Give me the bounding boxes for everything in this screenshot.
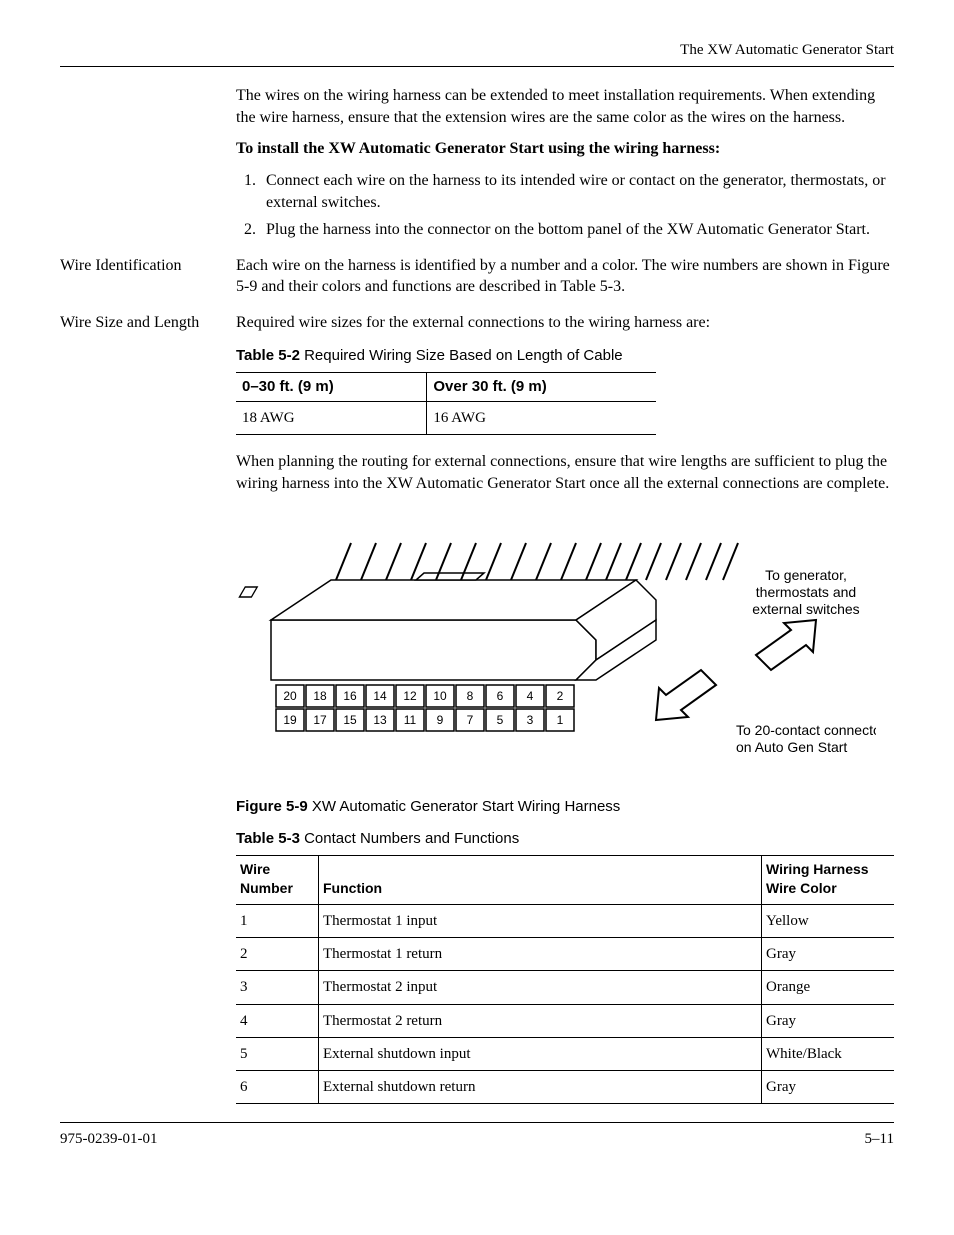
table-cell: Thermostat 2 input	[319, 971, 762, 1004]
step-2: Plug the harness into the connector on t…	[260, 219, 894, 241]
t53-h1: Function	[319, 856, 762, 905]
table-cell: 3	[236, 971, 319, 1004]
table-cell: 1	[236, 904, 319, 937]
svg-text:17: 17	[313, 713, 327, 727]
table-cell: Thermostat 1 return	[319, 938, 762, 971]
wire-id-text: Each wire on the harness is identified b…	[236, 255, 894, 298]
svg-text:4: 4	[527, 689, 534, 703]
page-footer: 975-0239-01-01 5–11	[60, 1122, 894, 1149]
svg-text:13: 13	[373, 713, 387, 727]
svg-text:6: 6	[497, 689, 504, 703]
table-row: 6External shutdown returnGray	[236, 1071, 894, 1104]
table-5-2-caption: Table 5-2 Required Wiring Size Based on …	[236, 346, 894, 366]
figure-5-9-title: XW Automatic Generator Start Wiring Harn…	[312, 798, 620, 815]
table-row: 3Thermostat 2 inputOrange	[236, 971, 894, 1004]
fig-label-b2: on Auto Gen Start	[736, 739, 847, 755]
svg-text:10: 10	[433, 689, 447, 703]
wire-size-text: Required wire sizes for the external con…	[236, 312, 894, 334]
table-cell: Gray	[762, 938, 895, 971]
table-5-3-title: Contact Numbers and Functions	[304, 830, 519, 847]
svg-text:9: 9	[437, 713, 444, 727]
table-cell: Gray	[762, 1071, 895, 1104]
table-cell: 5	[236, 1037, 319, 1070]
t53-h0: Wire Number	[236, 856, 319, 905]
table-row: 1Thermostat 1 inputYellow	[236, 904, 894, 937]
wire-size-label: Wire Size and Length	[60, 312, 236, 334]
svg-text:7: 7	[467, 713, 474, 727]
table-cell: External shutdown return	[319, 1071, 762, 1104]
intro-paragraph: The wires on the wiring harness can be e…	[236, 85, 894, 128]
fig-label-r3: external switches	[752, 601, 859, 617]
t52-c1: 16 AWG	[427, 402, 656, 435]
fig-label-r2: thermostats and	[756, 584, 856, 600]
footer-left: 975-0239-01-01	[60, 1129, 158, 1149]
install-heading: To install the XW Automatic Generator St…	[236, 138, 894, 160]
svg-text:1: 1	[557, 713, 564, 727]
fig-label-b1: To 20-contact connector	[736, 722, 876, 738]
footer-right: 5–11	[865, 1129, 894, 1149]
fig-label-r1: To generator,	[765, 567, 847, 583]
svg-text:19: 19	[283, 713, 297, 727]
routing-paragraph: When planning the routing for external c…	[236, 451, 894, 494]
svg-text:20: 20	[283, 689, 297, 703]
figure-5-9-number: Figure 5-9	[236, 798, 308, 815]
running-head: The XW Automatic Generator Start	[60, 40, 894, 67]
install-steps: Connect each wire on the harness to its …	[236, 170, 894, 241]
svg-text:14: 14	[373, 689, 387, 703]
table-row: 4Thermostat 2 returnGray	[236, 1004, 894, 1037]
table-5-2-title: Required Wiring Size Based on Length of …	[304, 347, 623, 364]
table-cell: White/Black	[762, 1037, 895, 1070]
t52-h0: 0–30 ft. (9 m)	[236, 372, 427, 401]
wire-id-label: Wire Identification	[60, 255, 236, 277]
svg-text:3: 3	[527, 713, 534, 727]
table-5-3: Wire Number Function Wiring Harness Wire…	[236, 855, 894, 1104]
table-5-3-caption: Table 5-3 Contact Numbers and Functions	[236, 829, 894, 849]
step-1: Connect each wire on the harness to its …	[260, 170, 894, 213]
table-5-2: 0–30 ft. (9 m) Over 30 ft. (9 m) 18 AWG …	[236, 372, 656, 436]
table-row: 18 AWG 16 AWG	[236, 402, 656, 435]
svg-text:2: 2	[557, 689, 564, 703]
svg-text:16: 16	[343, 689, 357, 703]
table-cell: External shutdown input	[319, 1037, 762, 1070]
t53-h2: Wiring Harness Wire Color	[762, 856, 895, 905]
table-cell: Yellow	[762, 904, 895, 937]
svg-text:11: 11	[404, 713, 417, 727]
svg-text:12: 12	[403, 689, 417, 703]
table-cell: Thermostat 1 input	[319, 904, 762, 937]
table-cell: Orange	[762, 971, 895, 1004]
wiring-harness-diagram: 20 18 16 14 12 10 8 6 4 2 19 17 15 13 11 9 7 5 3 1 To gene…	[236, 525, 876, 785]
svg-text:5: 5	[497, 713, 504, 727]
table-cell: 4	[236, 1004, 319, 1037]
table-cell: 6	[236, 1071, 319, 1104]
table-cell: 2	[236, 938, 319, 971]
table-cell: Gray	[762, 1004, 895, 1037]
svg-text:8: 8	[467, 689, 474, 703]
svg-text:15: 15	[343, 713, 357, 727]
table-row: 2Thermostat 1 returnGray	[236, 938, 894, 971]
figure-5-9-caption: Figure 5-9 XW Automatic Generator Start …	[236, 797, 894, 817]
table-5-3-number: Table 5-3	[236, 830, 300, 847]
table-row: 5External shutdown inputWhite/Black	[236, 1037, 894, 1070]
table-cell: Thermostat 2 return	[319, 1004, 762, 1037]
table-5-2-number: Table 5-2	[236, 347, 300, 364]
t52-c0: 18 AWG	[236, 402, 427, 435]
t52-h1: Over 30 ft. (9 m)	[427, 372, 656, 401]
figure-5-9: 20 18 16 14 12 10 8 6 4 2 19 17 15 13 11 9 7 5 3 1 To gene…	[236, 525, 894, 817]
svg-text:18: 18	[313, 689, 327, 703]
